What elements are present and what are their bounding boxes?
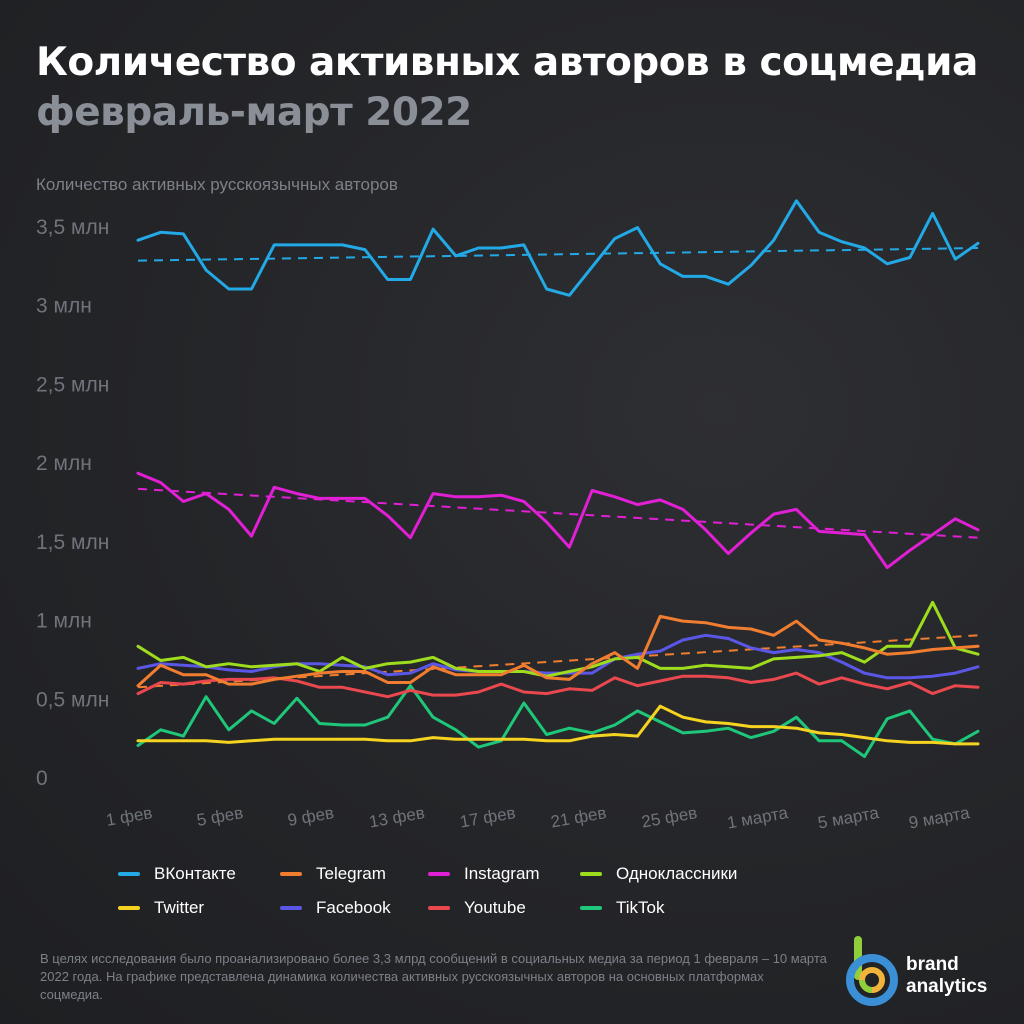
series-line	[136, 614, 980, 688]
legend-item: Youtube	[428, 898, 580, 918]
footnote: В целях исследования было проанализирова…	[40, 951, 827, 1002]
x-tick-label: 21 фев	[549, 803, 608, 831]
legend-swatch	[580, 906, 602, 910]
x-tick-label: 1 марта	[726, 803, 790, 832]
chart-legend: ВКонтакте Telegram Instagram Одноклассники T…	[118, 864, 818, 918]
y-tick-label: 1 млн	[36, 610, 92, 633]
legend-swatch	[280, 906, 302, 910]
series-line	[136, 684, 980, 758]
legend-label: Youtube	[464, 898, 526, 917]
series-line	[136, 600, 980, 678]
series-lines	[136, 199, 980, 758]
line-chart: 0 0,5 млн 1 млн 1,5 млн 2 млн 2,5 млн 3 млн 3,5…	[36, 199, 980, 833]
series-line	[136, 671, 980, 699]
legend-label: Twitter	[154, 898, 205, 917]
trend-line	[137, 487, 979, 539]
y-tick-label: 1,5 млн	[36, 531, 109, 554]
brand-name-line2: analytics	[906, 976, 988, 997]
x-tick-label: 25 фев	[640, 803, 699, 831]
legend-swatch	[428, 906, 450, 910]
legend-item: Facebook	[280, 898, 428, 918]
legend-label: Telegram	[316, 864, 386, 883]
x-axis-ticks: 1 фев 5 фев 9 фев 13 фев 17 фев 21 фев 25 фев 1…	[104, 803, 971, 832]
legend-label: Instagram	[464, 864, 540, 883]
x-tick-label: 1 фев	[104, 803, 153, 830]
y-tick-label: 3,5 млн	[36, 216, 109, 239]
trend-line	[137, 634, 979, 689]
legend-label: Facebook	[316, 898, 391, 917]
legend-swatch	[118, 872, 140, 876]
legend-item: Instagram	[428, 864, 580, 884]
legend-swatch	[580, 872, 602, 876]
y-tick-label: 3 млн	[36, 295, 92, 318]
legend-label: ВКонтакте	[154, 864, 236, 883]
legend-item: Telegram	[280, 864, 428, 884]
y-tick-label: 0	[36, 767, 48, 790]
legend-swatch	[280, 872, 302, 876]
x-tick-label: 5 марта	[816, 803, 880, 832]
page-title: Количество активных авторов в соцмедиа	[36, 40, 978, 85]
legend-swatch	[118, 906, 140, 910]
legend-swatch	[428, 872, 450, 876]
x-tick-label: 5 фев	[195, 803, 244, 830]
legend-item: ВКонтакте	[118, 864, 280, 884]
legend-item: Одноклассники	[580, 864, 780, 884]
y-axis-ticks: 0 0,5 млн 1 млн 1,5 млн 2 млн 2,5 млн 3 млн 3,5…	[36, 216, 109, 790]
brand-logo: brand analytics	[842, 934, 1012, 1010]
series-line	[136, 471, 980, 570]
brand-analytics-logo-icon	[846, 936, 898, 1006]
x-tick-label: 9 марта	[907, 803, 971, 832]
y-tick-label: 0,5 млн	[36, 688, 109, 711]
page-subtitle: февраль-март 2022	[36, 90, 472, 135]
y-axis-label: Количество активных русскоязычных авторо…	[36, 175, 398, 194]
x-tick-label: 13 фев	[368, 803, 427, 831]
trend-line	[137, 247, 979, 262]
legend-item: Twitter	[118, 898, 280, 918]
legend-label: TikTok	[616, 898, 665, 917]
trend-lines	[137, 247, 979, 689]
brand-name-line1: brand	[906, 954, 959, 975]
series-line	[136, 199, 980, 297]
x-tick-label: 9 фев	[286, 803, 335, 830]
legend-label: Одноклассники	[616, 864, 738, 883]
legend-item: TikTok	[580, 898, 780, 918]
x-tick-label: 17 фев	[458, 803, 517, 831]
y-tick-label: 2,5 млн	[36, 373, 109, 396]
series-line	[136, 704, 980, 746]
y-tick-label: 2 млн	[36, 452, 92, 475]
